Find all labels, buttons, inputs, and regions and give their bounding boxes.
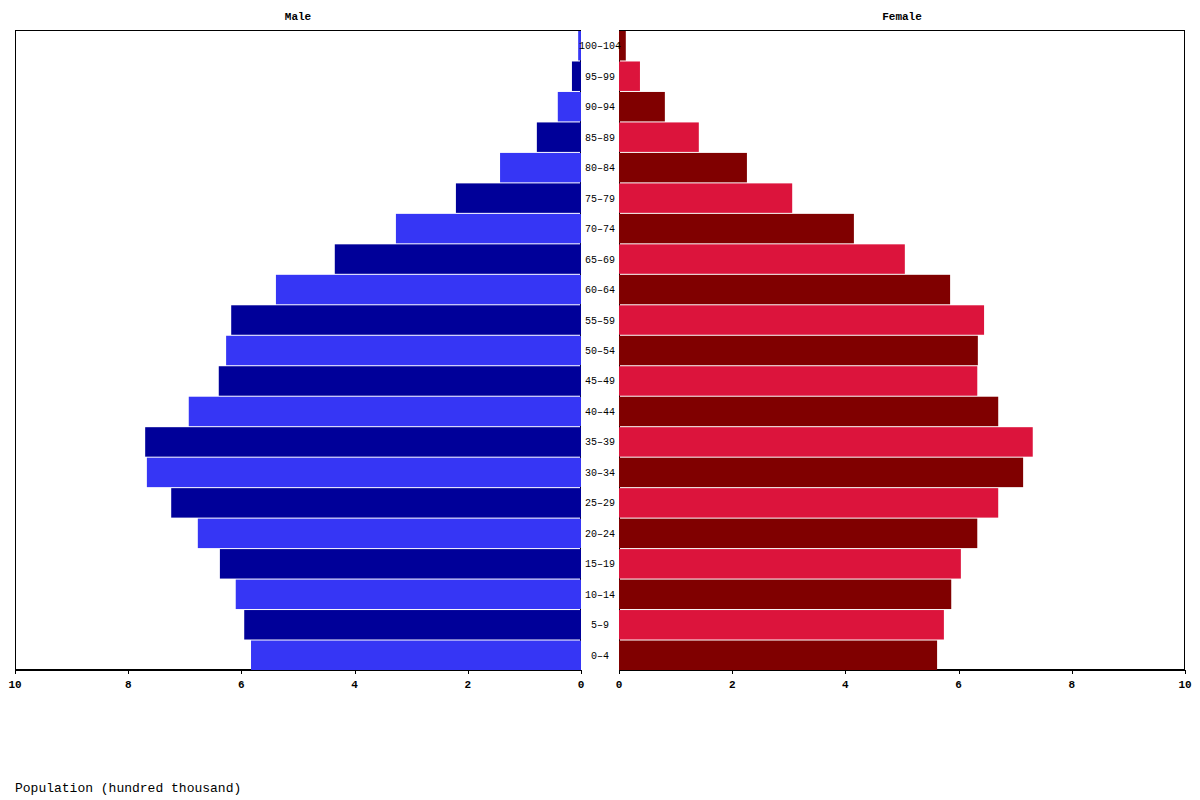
- category-label: 30–34: [585, 468, 615, 479]
- panel-title: Female: [882, 11, 922, 23]
- category-label: 55–59: [585, 316, 615, 327]
- bar: [619, 214, 854, 243]
- bar: [619, 61, 640, 90]
- bar: [244, 610, 581, 639]
- tick-label: 2: [464, 679, 471, 691]
- tick: [241, 670, 242, 674]
- plot-frame: [620, 31, 1185, 670]
- bar: [558, 92, 581, 121]
- bar: [171, 488, 581, 517]
- tick-label: 0: [578, 679, 585, 691]
- tick-label: 4: [842, 679, 849, 691]
- bar: [619, 275, 950, 304]
- category-label: 45–49: [585, 376, 615, 387]
- bar: [236, 580, 581, 609]
- tick: [355, 670, 356, 674]
- bar: [619, 397, 998, 426]
- category-label: 75–79: [585, 194, 615, 205]
- category-label: 65–69: [585, 255, 615, 266]
- bar: [619, 519, 977, 548]
- tick: [845, 670, 846, 674]
- bar: [220, 549, 581, 578]
- bar: [572, 61, 581, 90]
- bar: [251, 641, 581, 670]
- tick-label: 8: [1068, 679, 1075, 691]
- x-axis-label: Population (hundred thousand): [15, 781, 241, 796]
- bar: [500, 153, 581, 182]
- bar: [619, 122, 699, 151]
- x-axis: [15, 670, 581, 671]
- bar: [619, 336, 978, 365]
- tick-label: 6: [238, 679, 245, 691]
- tick: [468, 670, 469, 674]
- tick: [581, 670, 582, 674]
- category-label: 85–89: [585, 133, 615, 144]
- tick-label: 4: [351, 679, 358, 691]
- category-label: 80–84: [585, 163, 615, 174]
- tick-label: 6: [955, 679, 962, 691]
- tick: [128, 670, 129, 674]
- bar: [189, 397, 581, 426]
- category-label: 20–24: [585, 529, 615, 540]
- plot-frame: [16, 31, 581, 670]
- bar: [456, 183, 581, 212]
- bar: [619, 305, 984, 334]
- bar: [396, 214, 581, 243]
- bar: [276, 275, 581, 304]
- category-label: 50–54: [585, 346, 615, 357]
- bar: [619, 641, 937, 670]
- bar: [226, 336, 581, 365]
- category-label: 15–19: [585, 559, 615, 570]
- tick-label: 8: [125, 679, 132, 691]
- bar: [619, 183, 792, 212]
- tick-label: 10: [8, 679, 21, 691]
- bar: [619, 580, 951, 609]
- x-axis: [619, 670, 1185, 671]
- tick-label: 10: [1178, 679, 1191, 691]
- category-label: 10–14: [585, 590, 615, 601]
- bar: [619, 458, 1023, 487]
- bar: [619, 488, 998, 517]
- category-label: 90–94: [585, 102, 615, 113]
- tick: [732, 670, 733, 674]
- tick: [619, 670, 620, 674]
- category-label: 25–29: [585, 498, 615, 509]
- category-label: 5–9: [591, 620, 609, 631]
- bars: [619, 31, 1033, 670]
- tick: [1072, 670, 1073, 674]
- bars: [145, 31, 581, 670]
- bar: [219, 366, 581, 395]
- bar: [619, 244, 905, 273]
- panel-title: Male: [285, 11, 312, 23]
- category-label: 35–39: [585, 437, 615, 448]
- chart: Male 0 2 4 6 8 10 Female 0 2 4 6 8 10 0–4 5–9 10–14 15–19…: [0, 0, 1200, 800]
- tick: [15, 670, 16, 674]
- category-label: 0–4: [591, 651, 609, 662]
- bar: [619, 92, 665, 121]
- bar: [619, 427, 1033, 456]
- bar: [619, 610, 944, 639]
- tick-label: 0: [616, 679, 623, 691]
- category-label: 40–44: [585, 407, 615, 418]
- tick-label: 2: [729, 679, 736, 691]
- category-label: 100–104: [579, 41, 621, 52]
- bar: [147, 458, 581, 487]
- tick: [1185, 670, 1186, 674]
- bar: [145, 427, 581, 456]
- bar: [231, 305, 581, 334]
- category-label: 95–99: [585, 72, 615, 83]
- bar: [537, 122, 581, 151]
- category-label: 60–64: [585, 285, 615, 296]
- bar: [619, 366, 977, 395]
- bar: [619, 153, 747, 182]
- bar: [198, 519, 581, 548]
- category-label: 70–74: [585, 224, 615, 235]
- bar: [619, 549, 961, 578]
- tick: [959, 670, 960, 674]
- bar: [335, 244, 581, 273]
